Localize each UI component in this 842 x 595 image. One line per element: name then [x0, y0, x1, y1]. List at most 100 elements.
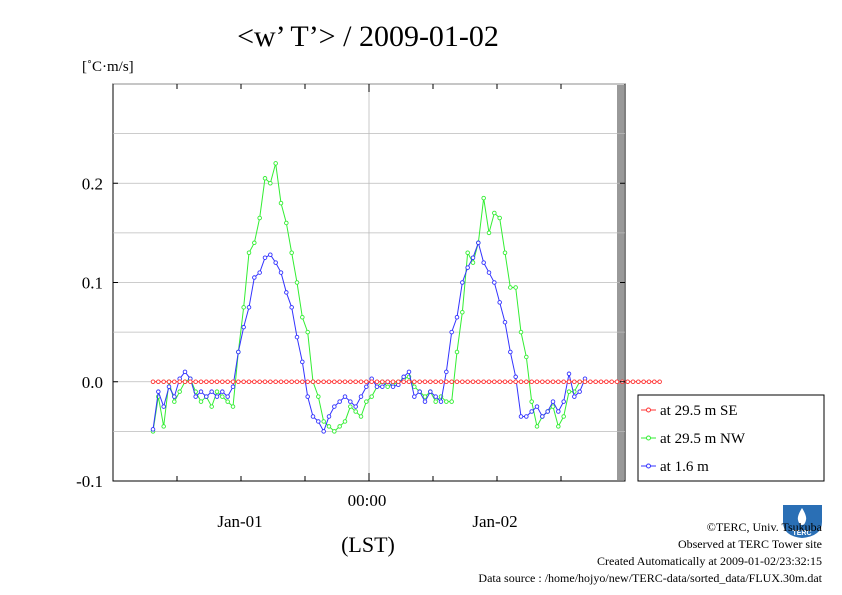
series-point-se — [220, 379, 225, 385]
series-point-se — [177, 379, 182, 385]
series-point-nw — [433, 399, 438, 404]
series-point-low — [198, 389, 204, 394]
series-point-low — [316, 419, 321, 424]
series-point-se — [460, 379, 465, 385]
series-point-nw — [268, 180, 273, 186]
series-point-nw — [300, 314, 305, 320]
series-point-se — [236, 379, 241, 385]
series-point-low — [230, 384, 236, 389]
series-point-nw — [358, 414, 364, 419]
x-axis-label: (LST) — [341, 532, 395, 557]
series-point-nw — [465, 250, 470, 255]
series-point-se — [572, 379, 577, 385]
series-point-se — [300, 379, 305, 385]
series-point-low — [246, 305, 252, 310]
series-point-nw — [172, 399, 177, 404]
series-point-low — [545, 409, 550, 414]
series-point-nw — [486, 230, 492, 236]
series-point-low — [166, 384, 172, 389]
legend-item-nw: at 29.5 m NW — [641, 431, 746, 447]
series-point-se — [353, 379, 358, 385]
legend-marker-low — [646, 463, 651, 469]
series-point-low — [257, 270, 262, 275]
series-point-low — [193, 394, 198, 399]
legend-marker-se — [646, 407, 651, 413]
series-point-se — [406, 379, 412, 385]
series-point-se — [497, 379, 502, 385]
series-point-nw — [444, 399, 449, 404]
series-point-low — [561, 399, 566, 404]
series-point-nw — [316, 394, 321, 399]
series-point-nw — [385, 384, 390, 389]
series-point-se — [278, 379, 284, 385]
series-point-low — [225, 394, 230, 399]
series-point-nw — [241, 305, 246, 310]
series-point-nw — [529, 399, 534, 404]
series-point-low — [577, 389, 582, 394]
series-point-se — [444, 379, 449, 385]
series-point-low — [209, 389, 214, 394]
series-point-nw — [534, 424, 540, 429]
series-point-low — [326, 414, 332, 419]
series-point-low — [481, 260, 486, 265]
series-point-se — [262, 379, 268, 385]
series-point-nw — [284, 220, 289, 226]
series-point-low — [310, 414, 316, 419]
series-point-se — [449, 379, 454, 385]
series-point-nw — [278, 200, 284, 206]
series-point-nw — [556, 424, 561, 429]
series-point-nw — [561, 414, 566, 419]
series-point-low — [454, 314, 460, 320]
series-point-se — [540, 379, 545, 385]
series-point-low — [534, 404, 540, 409]
series-point-low — [540, 414, 545, 419]
series-point-se — [593, 379, 598, 385]
series-point-nw — [481, 195, 486, 201]
series-point-low — [236, 349, 241, 355]
series-point-nw — [252, 240, 257, 246]
plot-area: -0.1 0.0 0.1 0.2 — [76, 83, 662, 491]
series-point-low — [406, 369, 412, 375]
series-point-se — [588, 379, 593, 385]
y-tick-label: 0.2 — [82, 174, 103, 193]
series-point-low — [529, 409, 534, 414]
series-point-nw — [246, 250, 252, 255]
series-point-low — [321, 429, 326, 434]
series-point-low — [556, 409, 561, 414]
x-tick-label-jan02: Jan-02 — [472, 512, 517, 531]
series-point-low — [374, 384, 380, 389]
series-point-nw — [220, 394, 225, 399]
series-point-se — [652, 379, 657, 385]
series-point-low — [518, 414, 524, 419]
series-point-low — [182, 369, 188, 375]
series-point-se — [316, 379, 321, 385]
series-point-se — [577, 379, 582, 385]
series-point-se — [374, 379, 380, 385]
series-point-se — [332, 379, 337, 385]
series-point-se — [492, 379, 497, 385]
series-point-low — [150, 427, 156, 432]
series-point-se — [310, 379, 316, 385]
series-point-se — [182, 379, 188, 385]
terc-logo: TERC — [783, 505, 822, 538]
series-point-low — [438, 399, 444, 404]
series-point-nw — [332, 429, 337, 434]
series-point-low — [241, 324, 246, 330]
series-point-nw — [161, 424, 166, 429]
series-point-se — [636, 379, 641, 385]
series-point-se — [358, 379, 364, 385]
series-point-se — [481, 379, 486, 385]
series-point-nw — [364, 399, 369, 404]
series-point-se — [161, 379, 166, 385]
series-point-low — [220, 389, 225, 394]
y-tick-label: -0.1 — [76, 472, 103, 491]
series-point-low — [524, 414, 529, 419]
series-point-low — [300, 359, 305, 365]
legend-label-se: at 29.5 m SE — [660, 403, 738, 419]
series-point-low — [294, 334, 300, 340]
series-point-se — [412, 379, 417, 385]
series-point-se — [566, 379, 572, 385]
series-point-nw — [454, 349, 460, 355]
legend-item-se: at 29.5 m SE — [641, 403, 738, 419]
legend-marker-nw — [646, 435, 651, 441]
